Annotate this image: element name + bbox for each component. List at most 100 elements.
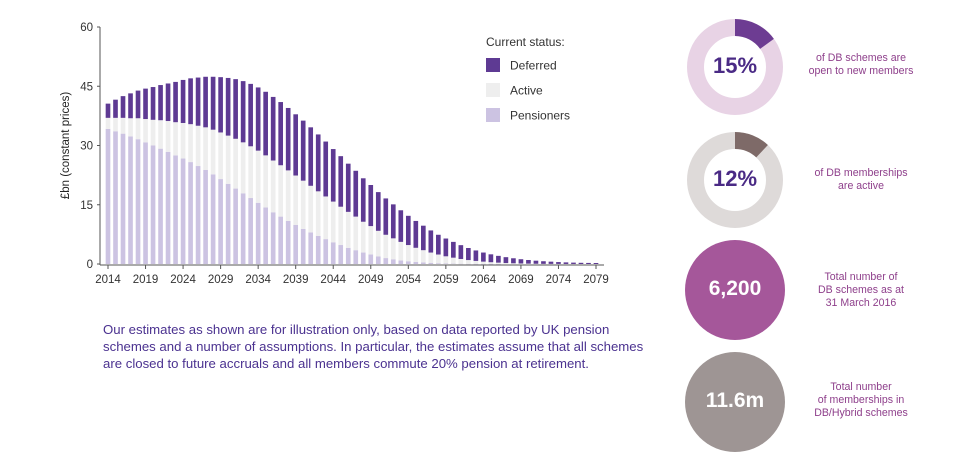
bar-active-2022 [165, 121, 171, 152]
bar-active-2067 [503, 263, 509, 264]
stat-label-line: Total number [830, 381, 892, 393]
legend-swatch-active [486, 83, 500, 97]
bar-deferred-2059 [443, 238, 449, 257]
bar-pensioners-2018 [135, 139, 141, 264]
bar-pensioners-2015 [113, 131, 118, 264]
stat-label-line: are active [838, 180, 884, 192]
bar-deferred-2036 [270, 96, 276, 161]
bar-deferred-2023 [173, 81, 178, 123]
bar-deferred-2025 [188, 78, 193, 125]
y-tick-label: 0 [87, 259, 93, 271]
bar-deferred-2042 [315, 134, 321, 192]
stat-value: 11.6m [705, 388, 765, 412]
y-tick-label: 30 [80, 141, 93, 153]
bar-deferred-2065 [488, 254, 494, 263]
bar-pensioners-2028 [210, 174, 216, 264]
legend-label-pensioners: Pensioners [510, 109, 570, 123]
stat-label-line: of DB memberships [814, 167, 908, 179]
bar-deferred-2021 [158, 85, 163, 121]
donut-stat-1: 15% [685, 17, 785, 117]
stat-label: Total number of memberships in DB/Hybrid s… [796, 381, 926, 420]
bar-deferred-2060 [451, 241, 456, 258]
bar-deferred-2055 [413, 220, 419, 248]
stat-circle [685, 240, 785, 340]
bar-pensioners-2042 [315, 235, 321, 264]
bar-deferred-2037 [278, 102, 283, 166]
bar-deferred-2047 [353, 170, 359, 217]
stat-value: 6,200 [708, 276, 762, 300]
stat-label-line: open to new members [808, 65, 914, 77]
bar-deferred-2073 [548, 261, 554, 264]
bar-deferred-2034 [255, 87, 261, 151]
bar-pensioners-2046 [345, 247, 351, 264]
bar-pensioners-2035 [263, 207, 268, 264]
circle-graphic [685, 240, 785, 340]
bar-deferred-2049 [368, 185, 374, 227]
bar-active-2066 [496, 262, 501, 264]
bar-deferred-2043 [323, 141, 329, 197]
circle-stat-4: 11.6m [683, 350, 787, 454]
stat-label-line: of memberships in [817, 394, 905, 406]
x-tick-label: 2059 [433, 274, 459, 286]
bar-active-2056 [421, 250, 426, 263]
bar-active-2058 [436, 254, 441, 264]
bar-active-2016 [120, 117, 126, 134]
bar-pensioners-2050 [375, 256, 381, 264]
bar-deferred-2079 [593, 263, 599, 264]
x-tick-label: 2054 [396, 274, 422, 286]
bar-pensioners-2058 [436, 263, 441, 264]
bar-deferred-2057 [428, 230, 434, 253]
bar-active-2015 [113, 117, 118, 132]
bar-active-2064 [481, 261, 486, 264]
bar-active-2023 [173, 122, 178, 156]
bar-deferred-2063 [473, 250, 479, 261]
bar-active-2021 [158, 120, 163, 149]
bar-active-2030 [225, 135, 231, 184]
bar-active-2063 [473, 260, 479, 264]
bar-pensioners-2041 [308, 232, 314, 264]
chart-axes: 0 15 30 45 60 2014 2019 2024 2029 2034 2039 2044 204… [60, 22, 609, 286]
bar-deferred-2052 [390, 204, 396, 239]
bar-active-2068 [511, 263, 516, 264]
bar-pensioners-2039 [293, 224, 299, 264]
bar-active-2019 [143, 119, 148, 143]
bar-pensioners-2031 [233, 188, 238, 264]
bar-pensioners-2056 [421, 262, 426, 264]
bar-active-2054 [405, 245, 411, 262]
bar-active-2035 [263, 155, 268, 208]
bar-active-2031 [233, 138, 238, 189]
bar-pensioners-2033 [248, 198, 253, 264]
bar-deferred-2046 [345, 163, 351, 212]
bar-active-2032 [240, 142, 246, 194]
bar-active-2027 [203, 127, 208, 170]
bar-active-2014 [105, 117, 111, 129]
bar-active-2038 [285, 170, 291, 221]
bar-deferred-2035 [263, 91, 268, 156]
bar-pensioners-2055 [413, 262, 419, 264]
stat-label-line: 31 March 2016 [825, 297, 897, 309]
x-tick-label: 2019 [133, 274, 159, 286]
x-tick-label: 2049 [358, 274, 384, 286]
bar-active-2025 [188, 124, 193, 163]
bar-deferred-2071 [533, 260, 539, 264]
bar-deferred-2061 [458, 245, 464, 259]
bar-active-2044 [330, 201, 336, 243]
bar-active-2048 [360, 221, 366, 253]
chart-legend: Current status: Deferred Active Pensioners [486, 35, 570, 123]
bar-deferred-2026 [195, 77, 201, 126]
bar-deferred-2066 [496, 255, 501, 263]
bar-active-2060 [451, 257, 456, 264]
bar-active-2052 [390, 238, 396, 260]
bar-pensioners-2052 [390, 259, 396, 264]
bar-active-2045 [338, 206, 344, 246]
bar-deferred-2074 [556, 262, 561, 264]
bar-active-2020 [150, 119, 156, 146]
bar-pensioners-2022 [165, 151, 171, 264]
y-tick-label: 60 [80, 22, 93, 34]
bar-active-2049 [368, 226, 374, 255]
donut-graphic [687, 19, 783, 115]
bar-deferred-2024 [180, 79, 186, 123]
bar-pensioners-2057 [428, 262, 434, 264]
y-tick-label: 45 [80, 81, 93, 93]
